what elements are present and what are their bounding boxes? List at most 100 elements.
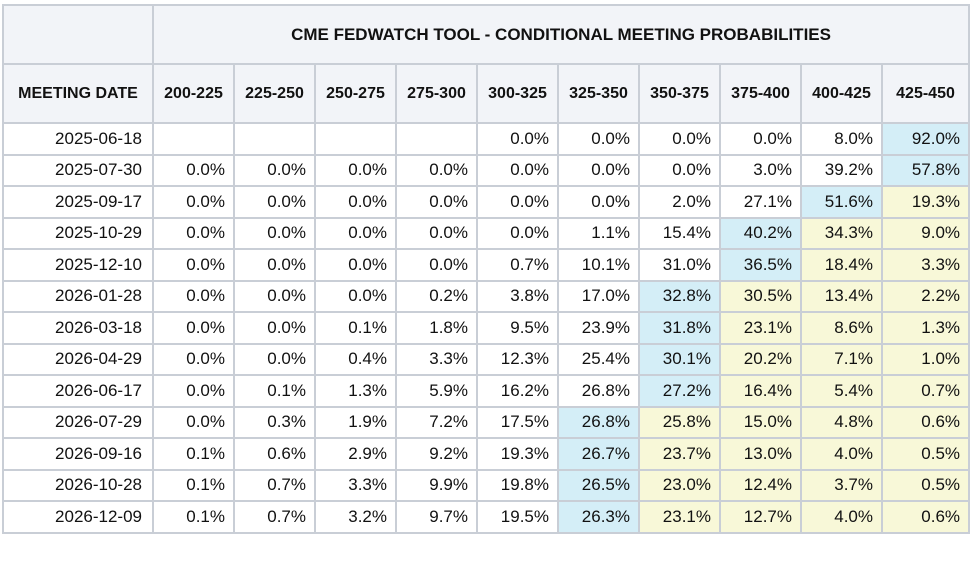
probability-cell: 12.3% <box>476 342 559 376</box>
probability-cell: 25.8% <box>638 405 721 439</box>
probability-cell: 30.5% <box>719 279 802 313</box>
probability-cell: 16.4% <box>719 374 802 408</box>
probability-cell: 19.8% <box>476 468 559 502</box>
table-row: 2026-07-29 0.0% 0.3% 1.9% 7.2% 17.5% 26.8% 25.8… <box>2 405 970 439</box>
rate-range-header: 300-325 <box>476 63 559 124</box>
probability-cell: 0.0% <box>233 153 316 187</box>
probability-cell: 19.5% <box>476 500 559 534</box>
probability-cell: 17.5% <box>476 405 559 439</box>
probability-cell: 0.0% <box>152 405 235 439</box>
probability-cell: 57.8% <box>880 153 970 187</box>
table-row: 2025-09-17 0.0% 0.0% 0.0% 0.0% 0.0% 0.0% 2.0% 27… <box>2 185 970 219</box>
probability-cell: 27.1% <box>719 185 802 219</box>
meeting-date-cell: 2026-04-29 <box>2 342 154 376</box>
probability-cell: 0.0% <box>152 185 235 219</box>
probability-cell: 23.1% <box>719 311 802 345</box>
table-row: 2026-04-29 0.0% 0.0% 0.4% 3.3% 12.3% 25.4% 30.1… <box>2 342 970 376</box>
fedwatch-probability-table: CME FEDWATCH TOOL - CONDITIONAL MEETING … <box>2 4 970 534</box>
rate-range-header: 225-250 <box>233 63 316 124</box>
probability-cell: 3.7% <box>800 468 883 502</box>
probability-cell: 0.0% <box>395 216 478 250</box>
probability-cell: 0.6% <box>880 405 970 439</box>
probability-cell: 0.0% <box>476 153 559 187</box>
probability-cell: 2.2% <box>880 279 970 313</box>
probability-cell: 9.0% <box>880 216 970 250</box>
meeting-date-cell: 2026-12-09 <box>2 500 154 534</box>
meeting-date-cell: 2025-07-30 <box>2 153 154 187</box>
column-header-row: MEETING DATE 200-225 225-250 250-275 275-30… <box>2 63 970 124</box>
probability-cell: 3.3% <box>880 248 970 282</box>
probability-cell: 1.3% <box>314 374 397 408</box>
probability-cell: 0.0% <box>719 122 802 156</box>
probability-cell: 0.0% <box>152 248 235 282</box>
probability-cell: 0.7% <box>476 248 559 282</box>
table-row: 2026-06-17 0.0% 0.1% 1.3% 5.9% 16.2% 26.8% 27.2… <box>2 374 970 408</box>
probability-cell: 0.0% <box>557 153 640 187</box>
probability-cell: 0.0% <box>476 122 559 156</box>
table-row: 2026-03-18 0.0% 0.0% 0.1% 1.8% 9.5% 23.9% 31.8%… <box>2 311 970 345</box>
probability-cell: 39.2% <box>800 153 883 187</box>
meeting-date-header: MEETING DATE <box>2 63 154 124</box>
probability-cell: 34.3% <box>800 216 883 250</box>
probability-cell: 9.5% <box>476 311 559 345</box>
probability-cell <box>152 122 235 156</box>
probability-cell: 0.0% <box>152 374 235 408</box>
probability-cell: 8.6% <box>800 311 883 345</box>
probability-cell: 32.8% <box>638 279 721 313</box>
table-body: 2025-06-18 0.0% 0.0% 0.0% 0.0% 8.0% 92.0% 2025-… <box>2 122 970 534</box>
probability-cell: 19.3% <box>476 437 559 471</box>
meeting-date-cell: 2025-09-17 <box>2 185 154 219</box>
probability-cell: 23.7% <box>638 437 721 471</box>
probability-cell: 51.6% <box>800 185 883 219</box>
probability-cell: 27.2% <box>638 374 721 408</box>
probability-cell: 0.6% <box>880 500 970 534</box>
probability-cell: 1.8% <box>395 311 478 345</box>
probability-cell <box>314 122 397 156</box>
probability-cell: 0.1% <box>152 437 235 471</box>
probability-cell: 0.0% <box>233 216 316 250</box>
probability-cell: 30.1% <box>638 342 721 376</box>
probability-cell: 0.0% <box>152 311 235 345</box>
probability-cell: 0.0% <box>233 185 316 219</box>
probability-cell: 1.0% <box>880 342 970 376</box>
probability-cell: 9.2% <box>395 437 478 471</box>
table-row: 2026-01-28 0.0% 0.0% 0.0% 0.2% 3.8% 17.0% 32.8%… <box>2 279 970 313</box>
probability-cell: 26.5% <box>557 468 640 502</box>
probability-cell: 10.1% <box>557 248 640 282</box>
probability-cell: 26.8% <box>557 374 640 408</box>
rate-range-header: 400-425 <box>800 63 883 124</box>
probability-cell: 15.0% <box>719 405 802 439</box>
table-row: 2025-07-30 0.0% 0.0% 0.0% 0.0% 0.0% 0.0% 0.0% 3.… <box>2 153 970 187</box>
probability-cell: 4.0% <box>800 437 883 471</box>
probability-cell: 0.1% <box>152 500 235 534</box>
probability-cell: 19.3% <box>880 185 970 219</box>
probability-cell: 16.2% <box>476 374 559 408</box>
probability-cell: 9.9% <box>395 468 478 502</box>
probability-cell: 0.0% <box>152 342 235 376</box>
probability-cell: 0.0% <box>233 311 316 345</box>
probability-cell: 0.5% <box>880 437 970 471</box>
probability-cell: 7.1% <box>800 342 883 376</box>
probability-cell: 0.0% <box>233 279 316 313</box>
probability-cell: 3.2% <box>314 500 397 534</box>
probability-cell <box>233 122 316 156</box>
rate-range-header: 200-225 <box>152 63 235 124</box>
probability-cell: 0.0% <box>557 122 640 156</box>
probability-cell: 0.0% <box>395 153 478 187</box>
probability-cell: 7.2% <box>395 405 478 439</box>
probability-cell: 20.2% <box>719 342 802 376</box>
probability-cell: 0.0% <box>314 185 397 219</box>
rate-range-header: 350-375 <box>638 63 721 124</box>
probability-cell: 0.0% <box>152 216 235 250</box>
meeting-date-cell: 2026-09-16 <box>2 437 154 471</box>
probability-cell: 13.0% <box>719 437 802 471</box>
probability-cell: 0.0% <box>557 185 640 219</box>
table-title: CME FEDWATCH TOOL - CONDITIONAL MEETING … <box>151 4 970 65</box>
probability-cell: 31.0% <box>638 248 721 282</box>
probability-cell: 0.5% <box>880 468 970 502</box>
probability-cell: 36.5% <box>719 248 802 282</box>
probability-cell: 2.0% <box>638 185 721 219</box>
meeting-date-cell: 2026-07-29 <box>2 405 154 439</box>
probability-cell: 0.0% <box>314 153 397 187</box>
probability-cell: 0.3% <box>233 405 316 439</box>
